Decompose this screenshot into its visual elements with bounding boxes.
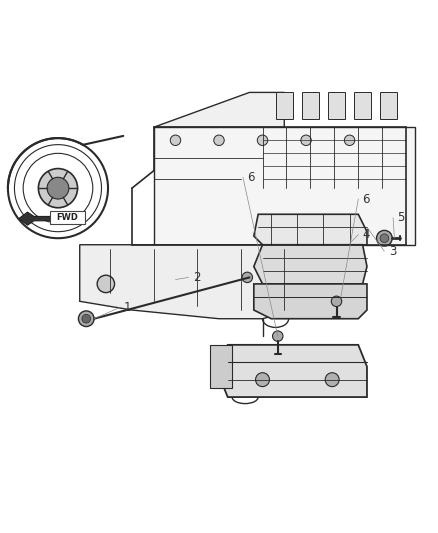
Circle shape bbox=[78, 311, 94, 327]
Bar bbox=[302, 92, 319, 118]
Circle shape bbox=[377, 230, 392, 246]
Circle shape bbox=[301, 135, 311, 146]
Text: 6: 6 bbox=[247, 171, 255, 184]
Bar bbox=[380, 92, 397, 118]
Text: 6: 6 bbox=[363, 192, 370, 206]
Bar bbox=[328, 92, 345, 118]
Text: 5: 5 bbox=[397, 211, 405, 224]
Polygon shape bbox=[254, 245, 367, 284]
Text: FWD: FWD bbox=[57, 213, 78, 222]
Circle shape bbox=[214, 135, 224, 146]
Polygon shape bbox=[154, 92, 284, 127]
FancyBboxPatch shape bbox=[50, 211, 85, 224]
Polygon shape bbox=[254, 214, 367, 249]
Bar bbox=[276, 92, 293, 118]
Circle shape bbox=[47, 177, 69, 199]
Circle shape bbox=[97, 275, 115, 293]
Bar bbox=[354, 92, 371, 118]
Circle shape bbox=[272, 331, 283, 341]
Polygon shape bbox=[154, 127, 415, 245]
Circle shape bbox=[380, 234, 389, 243]
Circle shape bbox=[255, 373, 269, 386]
Polygon shape bbox=[19, 212, 73, 225]
Polygon shape bbox=[219, 345, 367, 397]
Circle shape bbox=[82, 314, 91, 323]
Circle shape bbox=[39, 168, 78, 208]
Polygon shape bbox=[254, 284, 367, 319]
Circle shape bbox=[325, 373, 339, 386]
Circle shape bbox=[170, 135, 181, 146]
Polygon shape bbox=[80, 245, 328, 319]
Bar bbox=[210, 345, 232, 389]
Circle shape bbox=[242, 272, 253, 282]
Text: 3: 3 bbox=[389, 245, 396, 258]
Text: 4: 4 bbox=[363, 228, 370, 241]
Text: 1: 1 bbox=[123, 301, 131, 314]
Circle shape bbox=[331, 296, 342, 306]
Circle shape bbox=[257, 135, 268, 146]
Text: 2: 2 bbox=[193, 271, 201, 284]
Circle shape bbox=[344, 135, 355, 146]
